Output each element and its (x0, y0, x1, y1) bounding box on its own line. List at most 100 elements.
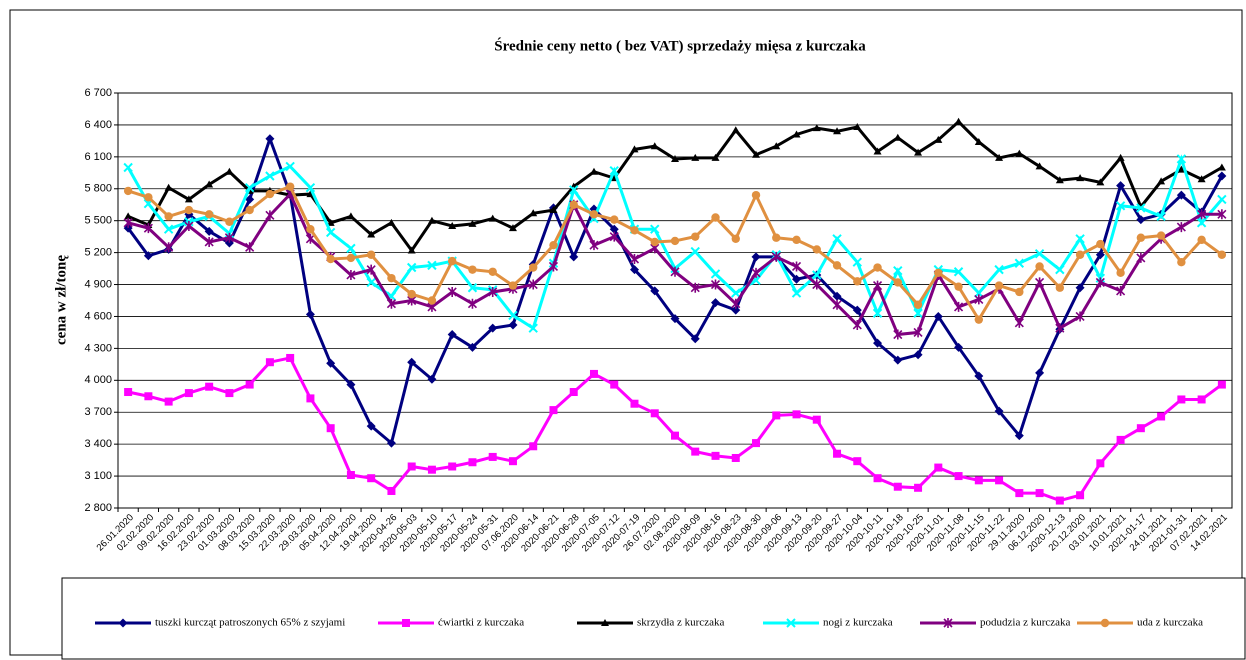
data-point (670, 266, 680, 277)
data-point (690, 282, 700, 293)
data-point (427, 296, 437, 305)
data-point (1076, 174, 1085, 182)
data-point (792, 130, 801, 138)
data-point (1075, 234, 1085, 244)
data-point (751, 190, 761, 200)
data-point (630, 226, 639, 235)
legend-label: nogi z kurczaka (823, 617, 893, 629)
data-point (508, 320, 518, 330)
data-point (1136, 424, 1145, 433)
data-point (650, 409, 659, 418)
data-point (1075, 250, 1085, 259)
data-point (731, 305, 741, 315)
data-point (873, 263, 882, 272)
data-point (164, 212, 173, 221)
data-point (974, 137, 983, 145)
data-point (833, 127, 842, 135)
data-point (387, 218, 396, 226)
data-point (691, 232, 700, 241)
data-point (407, 289, 416, 299)
data-point (853, 277, 862, 286)
data-point (872, 308, 883, 318)
data-point (1156, 231, 1166, 240)
data-point (791, 261, 802, 272)
data-point (1035, 262, 1044, 271)
data-point (772, 233, 781, 242)
data-point (609, 165, 619, 176)
data-point (549, 240, 558, 250)
data-point (367, 230, 376, 238)
data-point (731, 288, 741, 298)
data-point (852, 319, 862, 330)
data-point (691, 447, 700, 456)
data-point (872, 280, 883, 291)
data-point (305, 309, 315, 319)
data-point (346, 380, 356, 390)
data-point (245, 194, 255, 204)
data-point (529, 209, 538, 217)
y-axis-label: cena w zł/tonę (53, 255, 69, 345)
data-point (569, 388, 578, 397)
data-point (286, 353, 295, 362)
data-point (893, 355, 903, 365)
data-point (548, 261, 559, 272)
data-point (143, 223, 153, 234)
data-point (832, 234, 842, 244)
data-point (123, 162, 133, 173)
data-point (772, 142, 781, 150)
data-point (772, 411, 781, 420)
data-point (164, 397, 173, 406)
data-point (346, 243, 356, 254)
data-point (893, 133, 902, 141)
data-point (1075, 283, 1085, 293)
data-point (1176, 222, 1186, 233)
data-point (1177, 165, 1186, 173)
data-point (893, 278, 902, 287)
data-point (447, 330, 457, 340)
y-tick-label: 5 800 (84, 183, 112, 195)
data-point (225, 389, 234, 398)
data-point (529, 442, 538, 451)
data-point (306, 225, 315, 234)
data-point (852, 257, 862, 267)
data-point (913, 308, 923, 318)
data-point (326, 218, 335, 226)
data-point (184, 195, 193, 203)
data-point (913, 350, 923, 360)
data-point (549, 406, 558, 415)
data-point (630, 399, 639, 408)
data-point (1015, 149, 1024, 157)
data-point (447, 286, 457, 297)
y-tick-label: 4 900 (84, 278, 112, 290)
data-point (366, 421, 376, 431)
data-point (792, 235, 801, 245)
data-point (812, 415, 821, 424)
data-point (650, 142, 659, 150)
data-point (1035, 162, 1044, 170)
data-point (893, 482, 902, 491)
y-tick-label: 2 800 (84, 502, 112, 514)
data-point (386, 438, 396, 448)
data-point (1217, 380, 1226, 389)
plot-border (117, 92, 1233, 509)
data-point (1095, 277, 1105, 288)
data-point (468, 265, 477, 274)
data-point (407, 357, 417, 367)
data-point (528, 279, 538, 290)
legend-box (61, 577, 1246, 660)
data-point (1015, 489, 1024, 498)
y-tick-label: 5 500 (84, 215, 112, 227)
data-point (144, 392, 153, 401)
data-point (671, 431, 679, 440)
data-point (1116, 268, 1125, 278)
data-point (914, 148, 923, 156)
data-point (873, 147, 882, 155)
data-point (245, 242, 255, 253)
data-point (488, 286, 498, 297)
data-point (610, 215, 619, 224)
data-point (467, 342, 477, 352)
legend-label: podudzia z kurczaka (980, 617, 1071, 629)
data-point (1196, 218, 1207, 228)
data-point (934, 463, 943, 472)
data-point (832, 291, 842, 301)
